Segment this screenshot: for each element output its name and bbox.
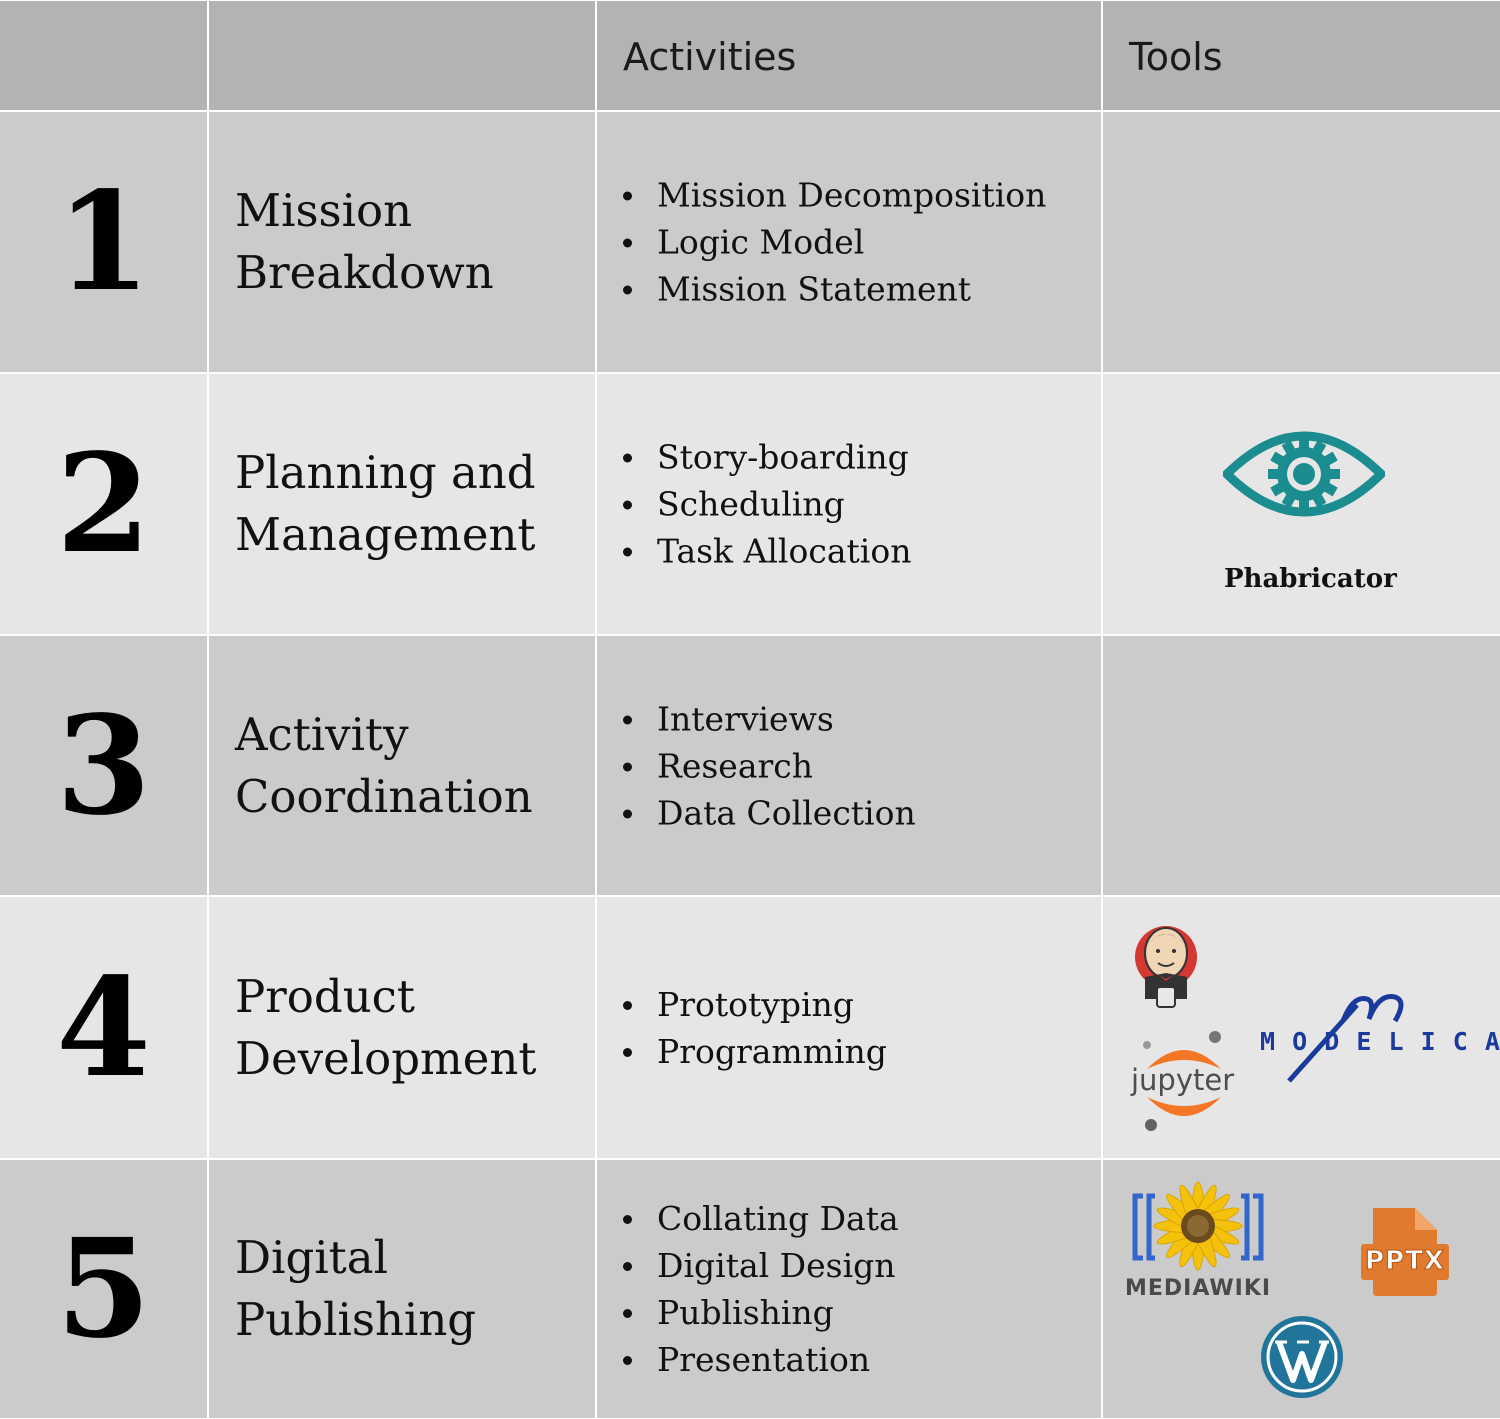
step-title-line: Coordination [235, 769, 533, 823]
header-cell-activities: Activities [597, 1, 1101, 110]
row-2-tools-cell: Phabricator [1103, 374, 1500, 634]
mediawiki-sunflower-icon [1132, 1181, 1264, 1271]
phabricator-label: Phabricator [1224, 564, 1397, 594]
step-number: 4 [56, 947, 151, 1108]
activity-list: Collating Data Digital Design Publishing… [621, 1195, 899, 1383]
activity-item: Collating Data [621, 1195, 899, 1242]
modelica-letter: C [1452, 1027, 1469, 1056]
pptx-label: PPTX [1365, 1246, 1445, 1277]
step-title: Activity Coordination [235, 704, 533, 828]
step-title-line: Publishing [235, 1293, 477, 1346]
row-4-number-cell: 4 [0, 897, 207, 1158]
step-title: Digital Publishing [235, 1227, 476, 1351]
row-2-number-cell: 2 [0, 374, 207, 634]
activity-item: Prototyping [621, 981, 887, 1028]
jupyter-icon [1143, 1031, 1221, 1131]
modelica-letter: M [1260, 1027, 1277, 1056]
step-title-line: Digital [235, 1231, 388, 1284]
row-3-number-cell: 3 [0, 636, 207, 895]
activity-list: Interviews Research Data Collection [621, 695, 916, 836]
modelica-swoosh-icon [1287, 993, 1404, 1083]
activity-list: Mission Decomposition Logic Model Missio… [621, 172, 1046, 313]
activity-item: Task Allocation [621, 528, 911, 575]
step-number: 2 [56, 424, 151, 584]
step-title: Mission Breakdown [235, 180, 494, 304]
jenkins-butler-icon [1135, 926, 1197, 1008]
row-1-number-cell: 1 [0, 112, 207, 372]
activity-item: Mission Statement [621, 266, 1046, 313]
row-1-tools-cell [1103, 112, 1500, 372]
header-activities-label: Activities [623, 35, 797, 79]
activity-item: Scheduling [621, 481, 911, 528]
modelica-letter: L [1388, 1027, 1405, 1056]
row-5-activities-cell: Collating Data Digital Design Publishing… [597, 1160, 1101, 1418]
step-title-line: Activity [235, 707, 409, 761]
mediawiki-label: MEDIAWIKI [1125, 1276, 1272, 1301]
activity-item: Mission Decomposition [621, 172, 1046, 219]
step-title: Planning and Management [235, 442, 536, 566]
row-2-activities-cell: Story-boarding Scheduling Task Allocatio… [597, 374, 1101, 634]
jupyter-label: jupyter [1131, 1063, 1235, 1097]
step-title-line: Product [235, 969, 415, 1023]
activity-item: Presentation [621, 1336, 899, 1383]
activity-item: Logic Model [621, 219, 1046, 266]
modelica-letter: A [1484, 1027, 1500, 1056]
activity-list: Story-boarding Scheduling Task Allocatio… [621, 434, 911, 575]
row-5-title-cell: Digital Publishing [209, 1160, 595, 1418]
step-title-line: Development [235, 1031, 537, 1085]
activity-item: Programming [621, 1028, 887, 1075]
pptx-file-icon [1361, 1208, 1449, 1296]
modelica-letter: O [1292, 1027, 1309, 1056]
row-4-activities-cell: Prototyping Programming [597, 897, 1101, 1158]
header-cell-title [209, 1, 595, 110]
header-tools-label: Tools [1129, 35, 1223, 79]
step-title-line: Management [235, 508, 536, 561]
row-1-title-cell: Mission Breakdown [209, 112, 595, 372]
phabricator-eye-gear-icon [1223, 431, 1385, 517]
step-number: 3 [56, 685, 151, 846]
row-2-title-cell: Planning and Management [209, 374, 595, 634]
row-3-activities-cell: Interviews Research Data Collection [597, 636, 1101, 895]
step-number: 1 [56, 162, 151, 322]
activity-item: Publishing [621, 1289, 899, 1336]
row-5-tools-cell: MEDIAWIKI PPTX [1103, 1160, 1500, 1418]
modelica-letter: D [1324, 1027, 1341, 1056]
step-title: Product Development [235, 966, 536, 1090]
activity-item: Research [621, 742, 916, 789]
step-number: 5 [56, 1209, 151, 1369]
step-title-line: Mission [235, 184, 413, 237]
step-title-line: Breakdown [235, 246, 494, 299]
row-1-activities-cell: Mission Decomposition Logic Model Missio… [597, 112, 1101, 372]
row-3-title-cell: Activity Coordination [209, 636, 595, 895]
row-4-title-cell: Product Development [209, 897, 595, 1158]
modelica-letter: E [1356, 1027, 1373, 1056]
activity-item: Data Collection [621, 789, 916, 836]
modelica-wordmark: M O D E L I C A [1260, 1027, 1500, 1056]
modelica-letter: I [1420, 1027, 1437, 1056]
activity-list: Prototyping Programming [621, 981, 887, 1075]
activity-item: Digital Design [621, 1242, 899, 1289]
header-cell-tools: Tools [1103, 1, 1500, 110]
row-5-number-cell: 5 [0, 1160, 207, 1418]
wordpress-icon [1261, 1316, 1343, 1398]
step-title-line: Planning and [235, 446, 536, 499]
row-3-tools-cell [1103, 636, 1500, 895]
activity-item: Interviews [621, 695, 916, 742]
header-cell-number [0, 1, 207, 110]
row-4-tools-cell: jupyter M O D E L I C A [1103, 897, 1500, 1158]
activity-item: Story-boarding [621, 434, 911, 481]
